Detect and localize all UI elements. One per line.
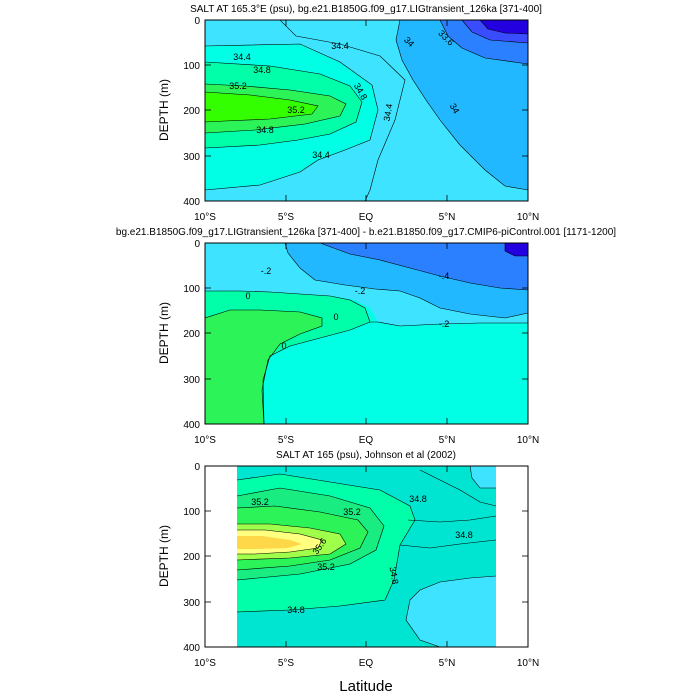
panel-1: SALT AT 165.3°E (psu), bg.e21.B1850G.f09…	[157, 4, 542, 223]
p3-fill-surface-34.4	[470, 466, 496, 488]
panel-1-contour-fills	[205, 20, 528, 201]
p2-clabel: 0	[281, 341, 286, 351]
panel-2-title: bg.e21.B1850G.f09_g17.LIGtransient_126ka…	[116, 227, 616, 238]
p2-xtick: 10°S	[194, 435, 216, 446]
p3-xtick: EQ	[359, 658, 374, 669]
panel-2-contour-fills	[205, 243, 528, 424]
panel-2-contour-lines	[205, 243, 528, 424]
panel-3-contour-fills	[237, 466, 496, 647]
p1-ytick: 200	[183, 106, 200, 117]
panel-3-frame	[204, 465, 529, 648]
panel-1-xaxis: 10°S 5°S EQ 5°N 10°N	[194, 20, 539, 223]
p3-clabel: 34.8	[409, 494, 427, 504]
p3-xtick: 5°S	[278, 658, 295, 669]
p1-xtick: 5°N	[439, 212, 456, 223]
p2-clabel: 0	[333, 312, 338, 322]
panel-1-contour-lines	[205, 20, 528, 201]
panel-1-title: SALT AT 165.3°E (psu), bg.e21.B1850G.f09…	[190, 4, 542, 15]
panel-3-yaxis: DEPTH (m) 0 100 200 300 400	[157, 462, 528, 654]
p1-ytick: 100	[183, 61, 200, 72]
panel-2-yaxis: DEPTH (m) 0 100 200 300 400	[157, 239, 528, 431]
panel-2: bg.e21.B1850G.f09_g17.LIGtransient_126ka…	[116, 227, 616, 446]
p2-ytick: 100	[183, 284, 200, 295]
p2-ytick: 300	[183, 375, 200, 386]
p3-fill-34.4-34.8	[406, 466, 496, 647]
p3-ytick: 400	[183, 643, 200, 654]
p1-clabel: 34.4	[382, 103, 395, 122]
figure-xlabel: Latitude	[339, 678, 392, 695]
p2-xtick: 5°S	[278, 435, 295, 446]
p3-clabel: 34.8	[455, 530, 473, 540]
panel-3-xaxis: 10°S 5°S EQ 5°N 10°N	[194, 466, 539, 669]
panel-3-contour-lines	[236, 466, 497, 647]
p3-ytick: 200	[183, 552, 200, 563]
p1-fill-32.4-32.8	[480, 20, 528, 34]
panel-3-ylabel: DEPTH (m)	[157, 525, 171, 587]
p1-ytick: 300	[183, 152, 200, 163]
p2-xtick: EQ	[359, 435, 374, 446]
p2-fill-neg0.8-neg0.6	[505, 243, 528, 256]
panel-2-xaxis: 10°S 5°S EQ 5°N 10°N	[194, 243, 539, 446]
p2-xtick: 10°N	[517, 435, 539, 446]
p3-xtick: 10°N	[517, 658, 539, 669]
p2-clabel: -.4	[439, 271, 450, 281]
panel-3-title: SALT AT 165 (psu), Johnson et al (2002)	[276, 450, 456, 461]
p1-ytick: 0	[194, 16, 200, 27]
p2-ytick: 0	[194, 239, 200, 250]
p1-xtick: 10°N	[517, 212, 539, 223]
p1-ytick: 400	[183, 197, 200, 208]
p3-clabel: 34.8	[388, 566, 401, 585]
p3-clabel: 35.2	[251, 497, 269, 507]
p3-xtick: 10°S	[194, 658, 216, 669]
panel-2-ylabel: DEPTH (m)	[157, 302, 171, 364]
panel-2-frame	[204, 242, 529, 425]
p1-clabel: 34.4	[233, 52, 251, 62]
p1-fill-33.6-34.0	[396, 20, 528, 190]
p1-clabel: 34.8	[253, 65, 271, 75]
p1-clabel: 35.2	[287, 105, 305, 115]
panel-1-ylabel: DEPTH (m)	[157, 79, 171, 141]
panel-1-frame	[204, 19, 529, 202]
p3-fill-35.8	[237, 536, 302, 549]
p3-clabel: 35.2	[317, 562, 335, 572]
panel-2-contour-labels: -.2 -.2 -.4 0 0 -.2 0	[245, 266, 449, 351]
p2-fill-0.2	[205, 310, 322, 424]
p1-fill-35.6	[205, 92, 318, 122]
p2-ytick: 200	[183, 329, 200, 340]
p1-clabel: 34.8	[256, 125, 274, 135]
p2-clabel: -.2	[355, 286, 366, 296]
panel-3: SALT AT 165 (psu), Johnson et al (2002)	[157, 450, 539, 669]
p1-clabel: 35.2	[229, 81, 247, 91]
p2-clabel: -.2	[439, 319, 450, 329]
p2-clabel: -.2	[261, 266, 272, 276]
p2-ytick: 400	[183, 420, 200, 431]
p3-ytick: 0	[194, 462, 200, 473]
p1-clabel: 34	[448, 102, 462, 116]
p3-xtick: 5°N	[439, 658, 456, 669]
p1-xtick: 5°S	[278, 212, 295, 223]
p3-clabel: 34.8	[287, 605, 305, 615]
p1-clabel: 34.4	[312, 150, 330, 160]
p1-clabel: 34.4	[331, 41, 349, 51]
p3-ytick: 300	[183, 598, 200, 609]
p3-clabel: 35.2	[343, 507, 361, 517]
p2-fill-neg0.6-neg0.4	[320, 243, 528, 290]
p2-xtick: 5°N	[439, 435, 456, 446]
p3-ytick: 100	[183, 507, 200, 518]
p2-clabel: 0	[245, 291, 250, 301]
p1-xtick: EQ	[359, 212, 374, 223]
panel-1-yaxis: DEPTH (m) 0 100 200 300 400	[157, 16, 528, 208]
p1-xtick: 10°S	[194, 212, 216, 223]
